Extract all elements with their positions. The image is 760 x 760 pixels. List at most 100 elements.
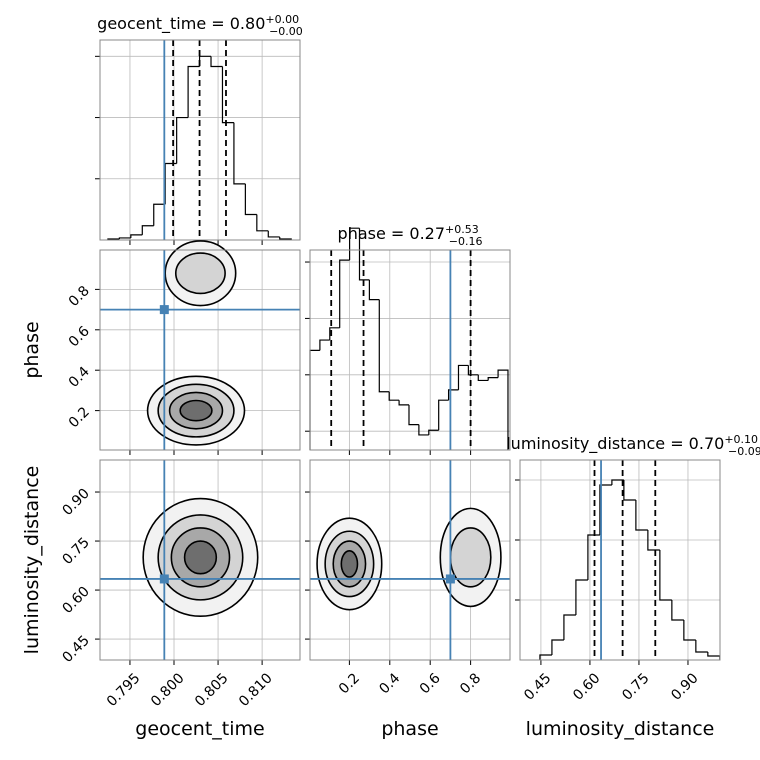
histogram-bin: [587, 534, 600, 580]
histogram-bin: [438, 399, 449, 431]
title-sub: −0.16: [449, 235, 483, 248]
histogram-bin: [267, 230, 280, 238]
histogram-bin: [707, 652, 721, 660]
title-sup: +0.10: [724, 433, 758, 446]
histogram-bin: [368, 279, 380, 301]
contour-level: [340, 550, 359, 578]
panel-frame: [99, 39, 301, 241]
y-tick-label: 0.2: [66, 404, 93, 431]
histogram-bin: [599, 484, 612, 535]
x-tick-label: 0.795: [104, 670, 144, 710]
title-main: phase = 0.27: [338, 224, 445, 243]
histogram-bin: [635, 500, 648, 531]
contour-level: [449, 527, 492, 588]
y-tick-label: 0.8: [66, 283, 93, 310]
title-sub: −0.00: [269, 25, 303, 38]
histogram-bin: [210, 56, 223, 68]
histogram-bin: [187, 65, 200, 118]
title-main: geocent_time = 0.80: [97, 14, 265, 34]
panel-title: phase = 0.27+0.53 −0.16: [338, 223, 483, 248]
histogram-bin: [378, 299, 390, 393]
x-tick-label: 0.90: [668, 670, 701, 703]
histogram-bin: [388, 391, 400, 401]
histogram-bin: [477, 374, 489, 382]
histogram-bin: [329, 327, 340, 341]
histogram-bin: [563, 614, 576, 640]
y-tick-label: 0.45: [59, 633, 92, 666]
y-tick-label: 0.4: [66, 364, 93, 391]
title-sub: −0.09: [728, 445, 760, 458]
histogram-bin: [408, 404, 419, 426]
histogram-bin: [683, 620, 696, 641]
x-tick-label: 0.60: [570, 670, 603, 703]
y-tick-label: 0.75: [59, 535, 92, 568]
histogram-bin: [309, 349, 320, 450]
histogram-bin: [487, 377, 499, 381]
histogram-bin: [428, 429, 439, 435]
histogram-bin: [279, 236, 292, 240]
histogram-bin: [164, 162, 177, 205]
truth-marker: [445, 574, 455, 584]
y-axis-label: luminosity_distance: [21, 466, 43, 655]
histogram-bin: [611, 479, 624, 485]
histogram-bin: [176, 116, 189, 164]
truth-marker: [159, 305, 169, 315]
histogram-bin: [244, 183, 257, 216]
histogram-bin: [623, 480, 636, 501]
histogram-bin: [659, 550, 672, 601]
histogram-bin: [695, 640, 708, 653]
y-axis-label: phase: [21, 321, 43, 378]
x-tick-label: 0.810: [236, 670, 276, 710]
histogram-bin: [233, 122, 246, 185]
x-tick-label: 0.45: [521, 670, 554, 703]
y-tick-label: 0.6: [66, 323, 93, 350]
histogram-bin: [539, 654, 552, 660]
histogram-bin: [198, 55, 212, 67]
panel-frame: [99, 249, 301, 451]
panel-title: geocent_time = 0.80+0.00 −0.00: [97, 13, 303, 38]
contour-level: [179, 399, 213, 422]
x-tick-label: 0.6: [417, 670, 444, 697]
histogram-bin: [339, 259, 350, 328]
histogram-bin: [467, 365, 479, 376]
histogram-bin: [348, 227, 360, 261]
histogram-bin: [319, 339, 330, 351]
x-tick-label: 0.800: [148, 670, 188, 710]
x-tick-label: 0.4: [376, 670, 403, 697]
x-tick-label: 0.805: [192, 670, 232, 710]
panel-frame: [519, 459, 721, 661]
y-tick-label: 0.90: [59, 486, 92, 519]
title-sup: +0.53: [445, 223, 479, 236]
title-main: luminosity_distance = 0.70: [506, 434, 724, 454]
histogram-bin: [551, 639, 564, 655]
y-tick-label: 0.60: [59, 584, 92, 617]
histogram-bin: [130, 234, 143, 238]
truth-marker: [159, 574, 169, 584]
histogram-bin: [358, 228, 370, 281]
x-tick-label: 0.75: [619, 670, 652, 703]
histogram-bin: [398, 400, 409, 406]
x-axis-label: phase: [381, 718, 438, 740]
histogram-bin: [671, 600, 684, 621]
panel-frame: [309, 459, 511, 661]
histogram-bin: [221, 66, 234, 124]
x-axis-label: geocent_time: [135, 718, 264, 740]
panel-title: luminosity_distance = 0.70+0.10 −0.09: [506, 433, 760, 458]
x-axis-label: luminosity_distance: [526, 718, 715, 740]
histogram-bin: [153, 203, 166, 226]
histogram-bin: [447, 389, 459, 401]
histogram-bin: [418, 424, 429, 436]
histogram-bin: [256, 214, 269, 232]
title-sup: +0.00: [265, 13, 299, 26]
contour-group: [142, 497, 259, 618]
contour-group: [146, 240, 246, 446]
histogram-bin: [575, 579, 588, 615]
panel-frame: [99, 459, 301, 661]
x-tick-label: 0.2: [336, 670, 363, 697]
contour-level: [174, 252, 226, 295]
x-tick-label: 0.8: [457, 670, 484, 697]
histogram-bin: [457, 364, 469, 390]
contour-level: [183, 540, 218, 575]
histogram-bin: [118, 237, 131, 239]
